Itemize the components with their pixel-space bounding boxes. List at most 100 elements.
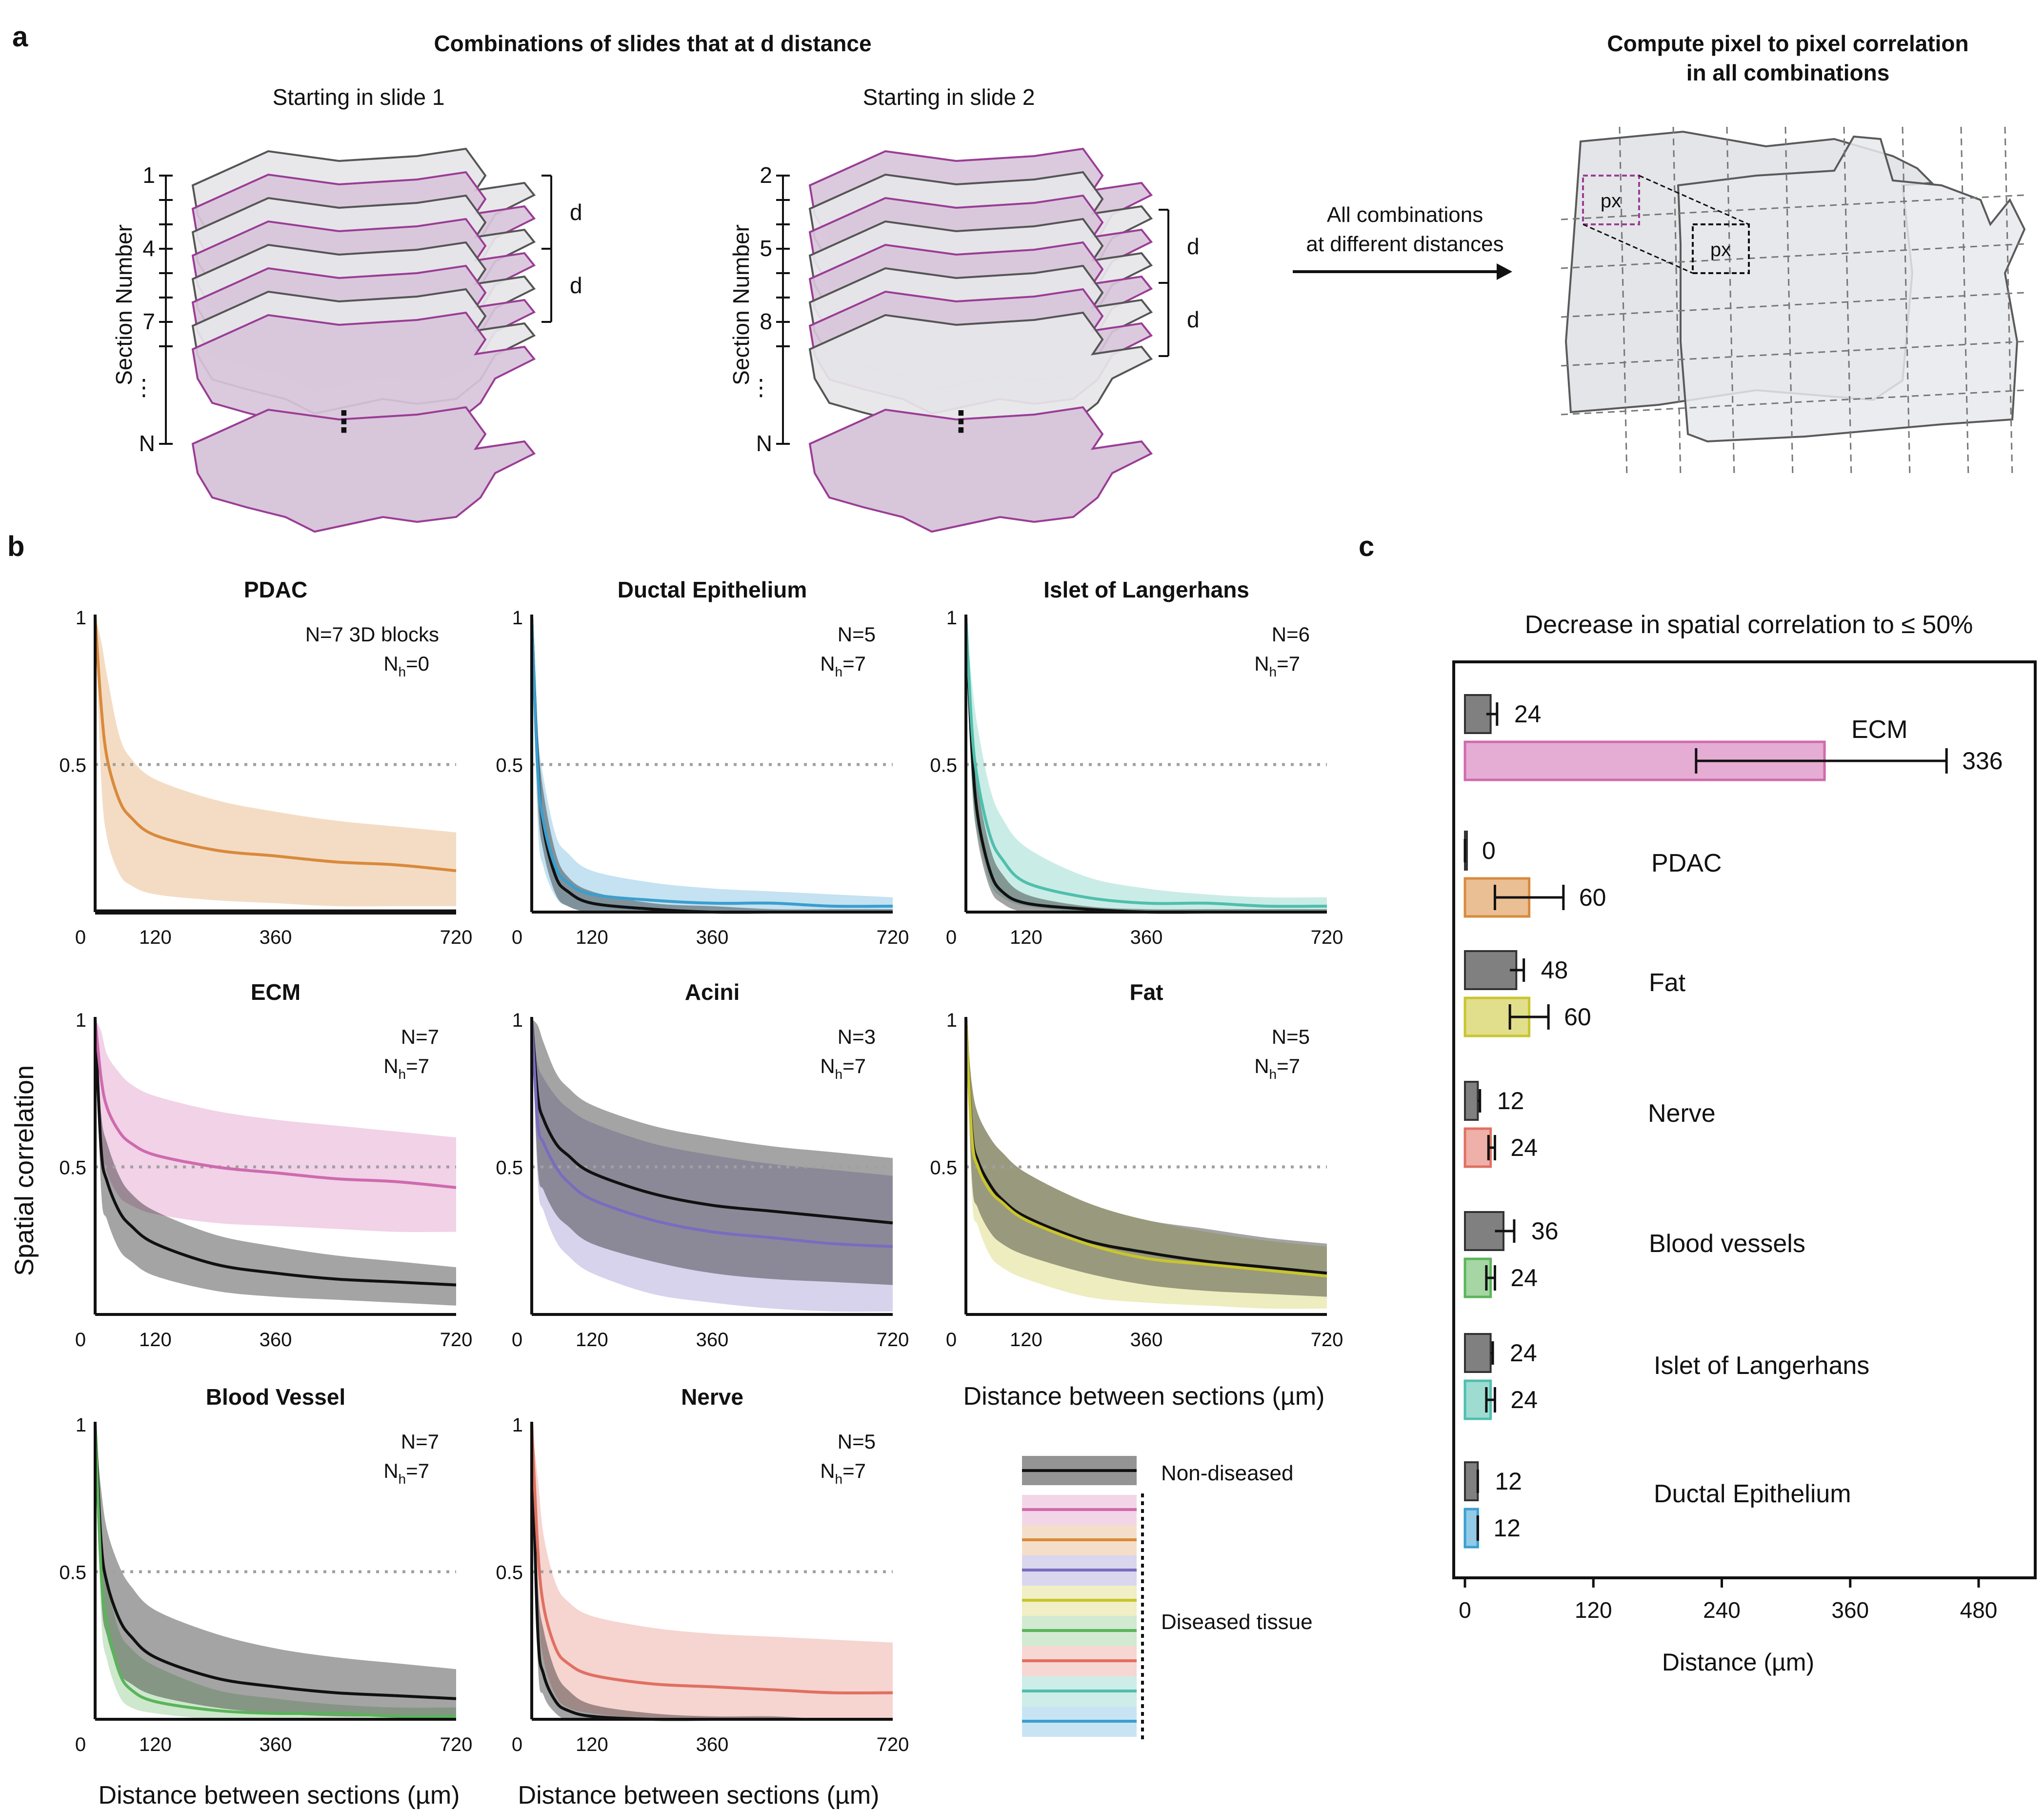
slide-section-last (808, 406, 1153, 533)
slide-section-last (191, 406, 536, 533)
category-label: Nerve (1648, 1099, 1716, 1128)
y-tick-label: 0.5 (930, 755, 957, 776)
x-tick-label: 120 (576, 1734, 608, 1755)
annotation-nh: Nh=7 (820, 652, 866, 679)
y-tick-label: 0.5 (496, 755, 523, 776)
x-tick-label: 120 (139, 1329, 172, 1351)
bar-value-label: 24 (1510, 1339, 1537, 1367)
x-tick-label: 120 (139, 927, 172, 948)
annotation-nh: Nh=0 (383, 652, 429, 679)
y-tick-label: 1 (76, 607, 86, 629)
y-tick-label: 1 (512, 1414, 523, 1436)
section-tick-label: 5 (760, 236, 772, 261)
y-tick-label: 0.5 (59, 1562, 86, 1584)
d-label: d (570, 199, 582, 225)
bar-chart-x-label: Distance (µm) (1662, 1649, 1814, 1676)
x-tick-label: 360 (696, 1329, 729, 1351)
y-tick-label: 1 (512, 607, 523, 629)
x-tick-label: 240 (1703, 1597, 1741, 1623)
bar-value-label: 24 (1514, 700, 1542, 728)
annotation-nh: Nh=7 (820, 1054, 866, 1082)
category-label: ECM (1851, 716, 1908, 744)
bar-value-label: 24 (1510, 1386, 1538, 1413)
category-label: Fat (1649, 969, 1686, 997)
plot-ductal-epithelium: Ductal Epithelium 1 0.5 0 120 360 720 N=5 Nh=7 (496, 577, 909, 948)
y-tick-label: 0.5 (59, 1157, 86, 1179)
confidence-band (95, 1424, 456, 1717)
x-tick-label: 720 (1311, 1329, 1343, 1351)
bar-non-diseased (1464, 1461, 1479, 1501)
section-tick-label: N (756, 431, 772, 456)
d-label: d (570, 273, 582, 298)
y-tick-label: 1 (76, 1010, 86, 1031)
section-tick-label: 7 (142, 309, 155, 334)
x-axis-label-col3: Distance between sections (µm) (963, 1382, 1325, 1411)
x-tick-label: 360 (696, 927, 729, 948)
annotation-n: N=5 (838, 1430, 876, 1453)
x-tick-label: 0 (512, 927, 522, 948)
stack1-title: Starting in slide 1 (273, 84, 445, 110)
category-label: Islet of Langerhans (1654, 1352, 1869, 1380)
plot-title: Islet of Langerhans (1043, 577, 1249, 602)
grid-line (1960, 126, 1969, 478)
stack-ellipsis: ⋮ (329, 405, 359, 438)
x-tick-label: 360 (696, 1734, 729, 1755)
annotation-n: N=7 (401, 1430, 439, 1453)
pixel-label-1: px (1601, 190, 1621, 212)
confidence-band (532, 1019, 893, 1285)
annotation-nh: Nh=7 (820, 1459, 866, 1487)
x-tick-label: 120 (1010, 1329, 1042, 1351)
stack2-title: Starting in slide 2 (863, 84, 1035, 110)
confidence-band (532, 1424, 893, 1720)
confidence-band (95, 617, 456, 907)
section-axis-label: Section Number (111, 224, 137, 385)
y-tick-label: 1 (946, 607, 957, 629)
series-line (94, 1019, 457, 1189)
x-tick-label: 0 (75, 1734, 86, 1755)
slide-stack-1: ⋮ 1 4 7 ⋮ N Section Number d d (111, 147, 582, 533)
x-axis-label-col1: Distance between sections (µm) (99, 1781, 460, 1810)
pixel-box-1 (1582, 175, 1640, 225)
x-tick-label: 360 (260, 927, 292, 948)
y-tick-label: 0.5 (930, 1157, 957, 1179)
panel-c-bar-chart: Decrease in spatial correlation to ≤ 50%… (1452, 611, 2037, 1676)
confidence-band (95, 1019, 456, 1233)
x-tick-label: 720 (1311, 927, 1343, 948)
combinations-arrow: All combinations at different distances (1293, 203, 1512, 280)
annotation-n: N=5 (838, 623, 876, 646)
grid-line (1561, 389, 2025, 416)
plot-title: Fat (1130, 979, 1163, 1005)
x-tick-label: 120 (1575, 1597, 1612, 1623)
bar-value-label: 0 (1482, 837, 1496, 864)
series-line (94, 1019, 457, 1287)
bar-value-label: 48 (1541, 956, 1568, 984)
pixel-correlation-diagram: px px (1561, 126, 2026, 478)
section-tick-label: ⋮ (750, 375, 772, 400)
series-line (94, 617, 457, 873)
x-tick-label: 0 (75, 927, 86, 948)
plot-nerve: Nerve 1 0.5 0 120 360 720 N=5 Nh=7 (496, 1384, 909, 1755)
x-tick-label: 360 (1130, 1329, 1163, 1351)
panel-labels: a b c (7, 21, 1374, 562)
category-label: PDAC (1651, 849, 1722, 877)
x-tick-label: 720 (440, 1734, 473, 1755)
plot-title: Acini (685, 979, 740, 1005)
confidence-band (966, 1019, 1327, 1309)
series-line (94, 1424, 457, 1700)
x-tick-label: 0 (512, 1734, 522, 1755)
plot-pdac: PDAC 1 0.5 0 120 360 720 N=7 3D blocks Nh=0 (59, 577, 472, 948)
plot-fat: Fat 1 0.5 0 120 360 720 N=5 Nh=7 (930, 979, 1343, 1351)
x-tick-label: 120 (576, 1329, 608, 1351)
series-line (530, 1019, 893, 1225)
confidence-band (95, 1019, 456, 1306)
pixel-box-2 (1692, 223, 1750, 274)
grid-line (1561, 292, 2025, 318)
x-axis-label-col2: Distance between sections (µm) (518, 1781, 880, 1810)
d-label: d (1187, 307, 1200, 332)
plot-acini: Acini 1 0.5 0 120 360 720 N=3 Nh=7 (496, 979, 909, 1351)
series-line (94, 1424, 457, 1718)
annotation-nh: Nh=7 (1254, 1054, 1300, 1082)
grid-line (1784, 126, 1794, 478)
bar-non-diseased (1464, 1333, 1492, 1373)
